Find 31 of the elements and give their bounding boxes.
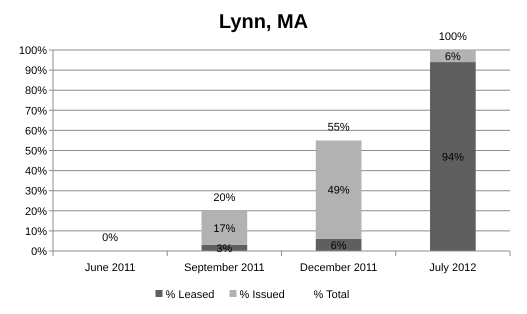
y-tick-label: 70% [24,105,48,118]
y-tick-label: 20% [24,206,48,218]
data-label: 17% [213,222,236,235]
total-label: 55% [328,121,350,134]
x-tick-label: September 2011 [184,262,265,274]
y-tick-label: 40% [24,166,48,178]
data-label: 6% [330,240,347,252]
y-tick-label: 80% [24,85,48,98]
data-label: 6% [444,51,462,64]
x-tick-label: December 2011 [300,262,378,274]
text: % Total [314,289,350,301]
y-tick-label: 100% [18,45,48,57]
y-tick-label: 50% [24,146,48,158]
total-label: 20% [213,192,236,204]
chart-title: Lynn, MA [218,11,308,33]
y-tick-label: 90% [24,65,48,78]
bar [316,140,362,239]
bar [202,210,248,245]
y-tick-label: 30% [24,186,48,198]
bar [430,62,476,251]
x-tick-label: June 2011 [84,262,136,274]
total-label: 0% [102,232,118,244]
data-label: 49% [328,184,350,197]
y-tick-label: 60% [24,125,48,138]
x-tick-label: July 2012 [429,262,476,274]
legend-label: % Leased [166,289,214,301]
y-tick-label: 0% [31,246,48,258]
data-label: 94% [442,152,464,164]
legend-label: % Issued [240,289,285,301]
total-label: 100% [438,31,468,43]
y-tick-label: 10% [24,226,48,238]
